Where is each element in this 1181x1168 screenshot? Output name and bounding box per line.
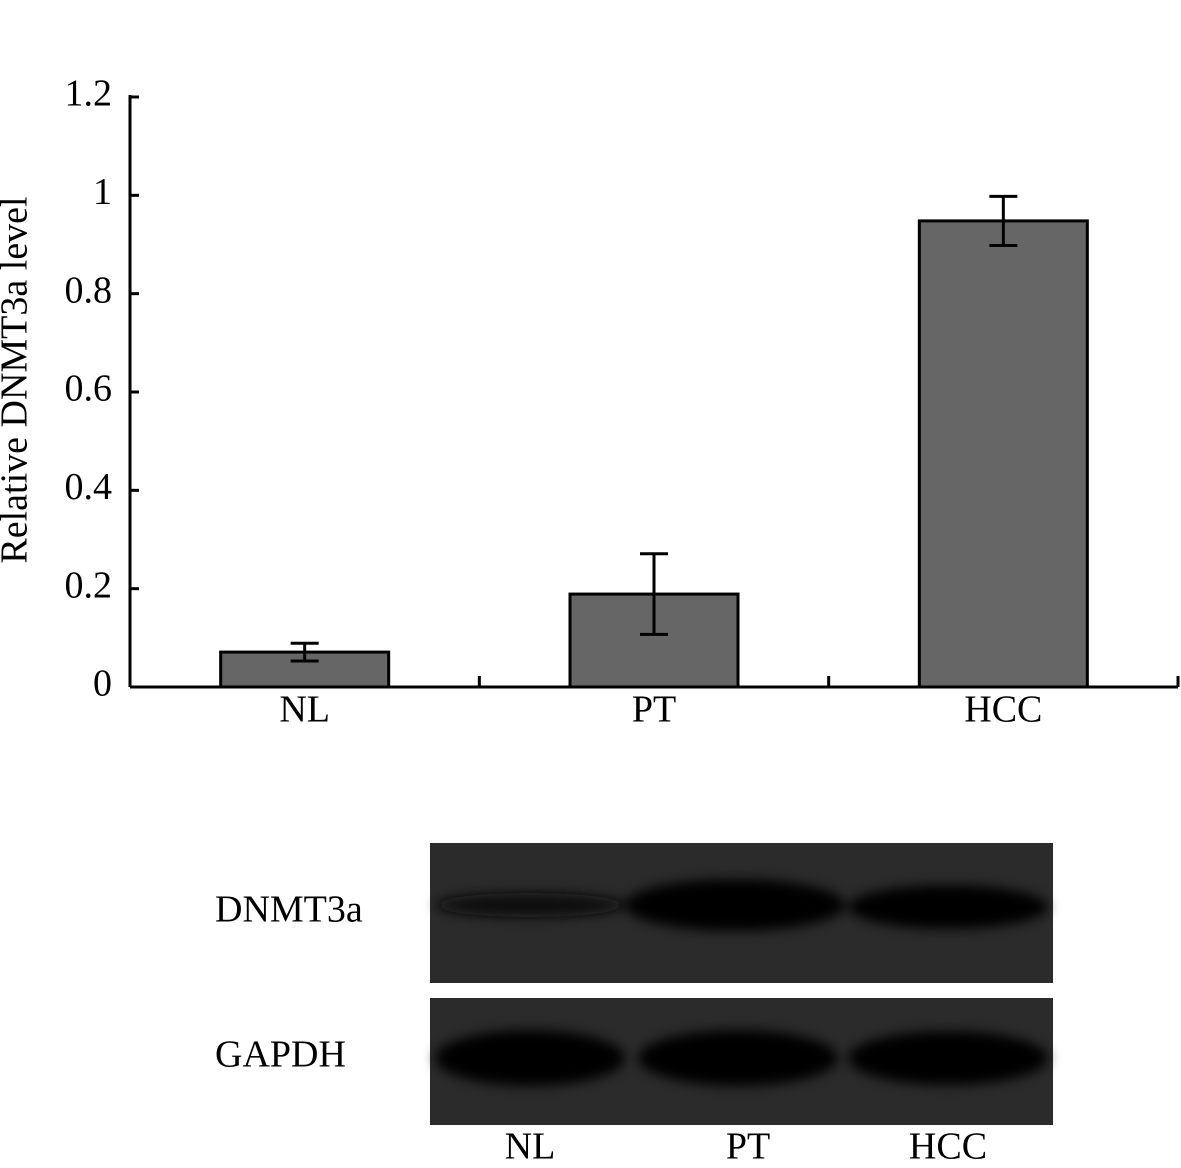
blot-row-label: GAPDH	[215, 1034, 346, 1076]
bar	[917, 219, 1089, 689]
blot-lane-label: HCC	[909, 1126, 987, 1168]
blot-lane-label: PT	[726, 1126, 770, 1168]
y-tick-label: 1.2	[65, 73, 113, 115]
blot-band	[638, 1030, 838, 1086]
western-blot: DNMT3a GAPDH NL PT HCC	[215, 843, 1053, 1168]
error-bar	[989, 194, 1018, 247]
blot-band	[435, 893, 625, 917]
blot-band	[848, 1031, 1048, 1085]
y-axis-label: Relative DNMT3a level	[0, 196, 36, 563]
error-bar	[290, 641, 319, 663]
y-tick-label: 0	[93, 663, 112, 705]
blot-band	[848, 885, 1048, 929]
x-tick-label: PT	[632, 689, 676, 731]
x-tick-label: HCC	[964, 689, 1042, 731]
error-bar	[640, 552, 668, 636]
y-tick-label: 0.8	[65, 269, 113, 311]
blot-lane-label: NL	[505, 1126, 556, 1168]
y-tick-label: 0.4	[65, 466, 113, 508]
y-tick-label: 0.6	[65, 368, 113, 410]
blot-row-label: DNMT3a	[215, 889, 363, 931]
y-tick-label: 1	[93, 171, 112, 213]
blot-band	[625, 879, 845, 931]
x-tick-label: NL	[279, 689, 330, 731]
y-tick-label: 0.2	[65, 564, 113, 606]
blot-band	[435, 1030, 625, 1086]
